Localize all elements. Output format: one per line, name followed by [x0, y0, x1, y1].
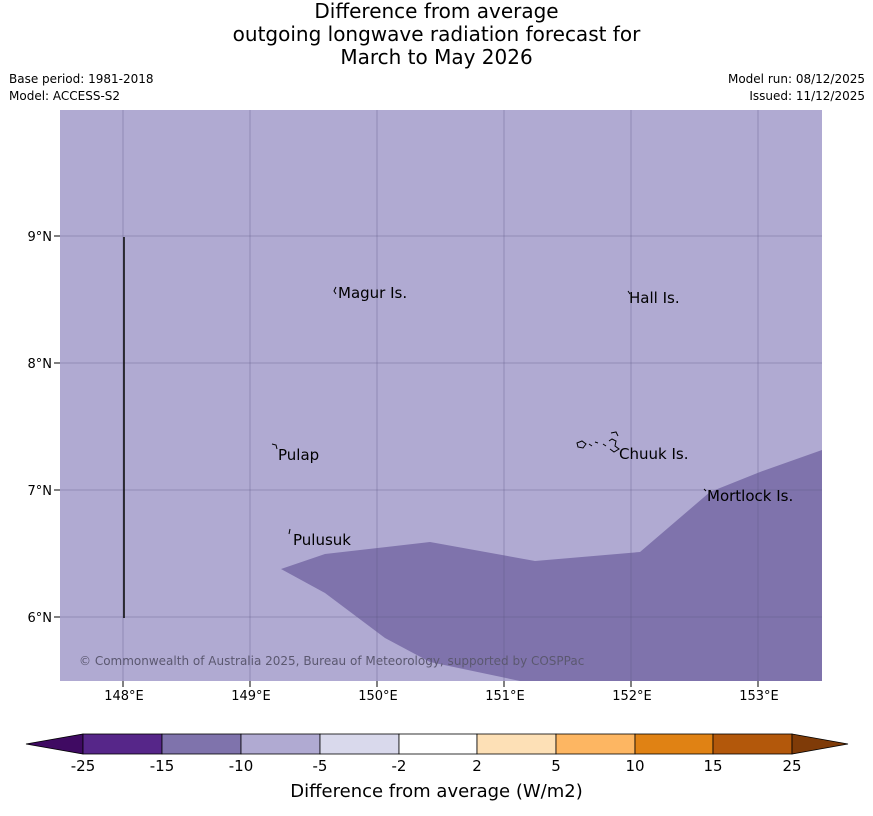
colorbar-extend-high	[791, 733, 849, 755]
pulusuk-outline	[288, 528, 291, 535]
title-line-2: outgoing longwave radiation forecast for	[232, 22, 641, 46]
lon-label-150: 150°E	[358, 689, 398, 704]
island-label-mortlock: Mortlock Is.	[707, 487, 793, 505]
pulap-outline	[271, 443, 278, 450]
lat-label-9: 9°N	[28, 230, 53, 245]
lat-label-8: 8°N	[28, 357, 53, 372]
lon-label-152: 152°E	[612, 689, 652, 704]
island-outlines	[271, 286, 707, 535]
anomaly-region	[281, 450, 822, 681]
colorbar-tick-5: 2	[472, 757, 482, 775]
colorbar-segment-6	[476, 733, 557, 755]
lon-label-151: 151°E	[485, 689, 525, 704]
island-label-hall: Hall Is.	[629, 289, 680, 307]
colorbar-segment-7	[555, 733, 636, 755]
colorbar-extend-low	[25, 733, 84, 755]
colorbar-segment-2	[161, 733, 242, 755]
meta-right: Model run: 08/12/2025 Issued: 11/12/2025	[728, 71, 865, 105]
colorbar-tick-7: 10	[625, 757, 644, 775]
lat-label-7: 7°N	[28, 484, 53, 499]
colorbar: -25 -15 -10 -5 -2 2 5 10 15 25	[25, 733, 849, 775]
colorbar-tick-0: -25	[71, 757, 96, 775]
colorbar-tick-8: 15	[703, 757, 722, 775]
island-label-magur: Magur Is.	[338, 284, 407, 302]
island-label-chuuk: Chuuk Is.	[619, 445, 688, 463]
island-label-pulap: Pulap	[278, 446, 319, 464]
gridlines	[60, 110, 822, 681]
lon-label-148: 148°E	[104, 689, 144, 704]
model-text: Model: ACCESS-S2	[9, 89, 121, 103]
issued-text: Issued: 11/12/2025	[749, 89, 865, 103]
colorbar-segment-3	[240, 733, 321, 755]
title-line-3: March to May 2026	[340, 45, 533, 69]
lon-axis: 148°E 149°E 150°E 151°E 152°E 153°E	[104, 681, 779, 704]
colorbar-segment-9	[712, 733, 793, 755]
copyright-text: © Commonwealth of Australia 2025, Bureau…	[79, 654, 584, 668]
colorbar-tick-1: -15	[150, 757, 175, 775]
colorbar-segment-8	[634, 733, 714, 755]
lon-label-149: 149°E	[231, 689, 271, 704]
meta-left: Base period: 1981-2018 Model: ACCESS-S2	[9, 71, 154, 105]
colorbar-tick-4: -2	[392, 757, 407, 775]
colorbar-segment-1	[82, 733, 163, 755]
magur-outline	[333, 286, 337, 295]
model-run-text: Model run: 08/12/2025	[727, 72, 865, 86]
hall-outline	[627, 290, 631, 295]
island-label-pulusuk: Pulusuk	[293, 531, 351, 549]
mortlock-outline	[703, 488, 707, 492]
base-period-text: Base period: 1981-2018	[9, 72, 154, 86]
chuuk-outline	[576, 431, 620, 453]
lat-axis: 9°N 8°N 7°N 6°N	[28, 230, 60, 626]
colorbar-tick-9: 25	[782, 757, 801, 775]
colorbar-segment-5	[398, 733, 478, 755]
colorbar-tick-2: -10	[229, 757, 254, 775]
colorbar-segment-4	[319, 733, 400, 755]
lon-label-153: 153°E	[739, 689, 779, 704]
colorbar-title: Difference from average (W/m2)	[290, 781, 583, 802]
colorbar-tick-3: -5	[313, 757, 328, 775]
map-title: Difference from average outgoing longwav…	[0, 0, 873, 69]
colorbar-tick-6: 5	[551, 757, 561, 775]
lat-label-6: 6°N	[28, 611, 53, 626]
title-line-1: Difference from average	[314, 0, 559, 23]
